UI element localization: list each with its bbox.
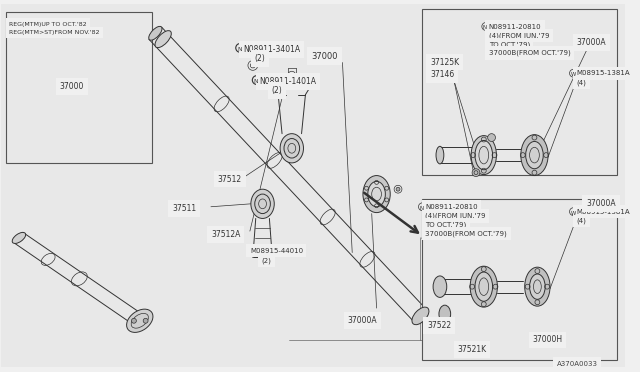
Text: (4): (4)	[577, 218, 586, 224]
Text: 37521K: 37521K	[458, 345, 486, 354]
Ellipse shape	[280, 134, 303, 163]
Ellipse shape	[433, 276, 447, 297]
Ellipse shape	[475, 272, 493, 301]
Ellipse shape	[470, 266, 497, 307]
Text: 37512A: 37512A	[211, 230, 240, 239]
Text: (2): (2)	[255, 54, 266, 63]
Bar	[6, 12, 152, 163]
Text: 37512: 37512	[218, 174, 242, 184]
Text: A370A0033: A370A0033	[557, 361, 598, 367]
Ellipse shape	[148, 26, 162, 40]
Text: W: W	[570, 72, 576, 77]
Ellipse shape	[439, 305, 451, 323]
Ellipse shape	[475, 141, 493, 170]
Text: TO OCT.'79): TO OCT.'79)	[489, 41, 530, 48]
Text: (4)(FROM JUN.'79: (4)(FROM JUN.'79	[489, 32, 549, 39]
Text: (4): (4)	[577, 79, 586, 86]
Text: 37000: 37000	[311, 52, 338, 61]
Text: N08911-3401A: N08911-3401A	[243, 45, 300, 54]
Ellipse shape	[529, 274, 545, 299]
Text: (2): (2)	[262, 257, 271, 264]
Ellipse shape	[436, 278, 444, 295]
Text: 37000A: 37000A	[577, 38, 606, 47]
Text: 37522: 37522	[428, 321, 451, 330]
Text: N08911-1401A: N08911-1401A	[260, 77, 317, 86]
Text: 37000B(FROM OCT.'79): 37000B(FROM OCT.'79)	[426, 230, 507, 237]
Bar	[422, 199, 618, 360]
Ellipse shape	[368, 182, 385, 207]
Ellipse shape	[525, 267, 550, 306]
Text: 37000A: 37000A	[586, 199, 616, 208]
Text: M08915-1381A: M08915-1381A	[577, 70, 630, 76]
Circle shape	[396, 187, 400, 191]
Ellipse shape	[251, 189, 275, 218]
Text: (4)(FROM JUN.'79: (4)(FROM JUN.'79	[426, 212, 486, 219]
Text: (2): (2)	[271, 86, 282, 95]
Text: M08915-44010: M08915-44010	[250, 248, 303, 254]
Bar	[422, 9, 618, 174]
Ellipse shape	[521, 135, 548, 176]
Ellipse shape	[270, 80, 278, 84]
Circle shape	[131, 318, 136, 323]
Text: W: W	[570, 211, 576, 216]
Text: REG(MTM>ST)FROM NOV.'82: REG(MTM>ST)FROM NOV.'82	[9, 31, 100, 35]
Circle shape	[472, 169, 480, 177]
Text: 37511: 37511	[172, 204, 196, 213]
Ellipse shape	[412, 307, 429, 325]
Ellipse shape	[525, 141, 543, 169]
Text: N: N	[483, 26, 487, 31]
Text: 37146: 37146	[430, 70, 454, 79]
Ellipse shape	[471, 136, 497, 174]
Text: N08911-20810: N08911-20810	[426, 204, 478, 210]
Circle shape	[143, 318, 148, 323]
Text: 37000: 37000	[60, 82, 84, 91]
Circle shape	[488, 134, 495, 141]
Text: N: N	[237, 47, 242, 52]
Ellipse shape	[12, 232, 26, 243]
Ellipse shape	[155, 31, 172, 48]
Text: REG(MTM)UP TO OCT.'82: REG(MTM)UP TO OCT.'82	[9, 22, 87, 26]
Ellipse shape	[436, 146, 444, 164]
Text: N08911-20810: N08911-20810	[489, 23, 541, 29]
Text: TO OCT.'79): TO OCT.'79)	[426, 221, 467, 228]
Text: N: N	[419, 206, 424, 211]
Text: 37000A: 37000A	[348, 316, 377, 325]
Ellipse shape	[305, 80, 313, 84]
Text: 37000H: 37000H	[532, 336, 563, 344]
Text: 37000B(FROM OCT.'79): 37000B(FROM OCT.'79)	[489, 50, 570, 56]
Ellipse shape	[363, 176, 390, 212]
Text: M08915-1381A: M08915-1381A	[577, 209, 630, 215]
Ellipse shape	[127, 309, 153, 333]
Text: 37125K: 37125K	[430, 58, 460, 67]
Text: N: N	[254, 79, 259, 84]
